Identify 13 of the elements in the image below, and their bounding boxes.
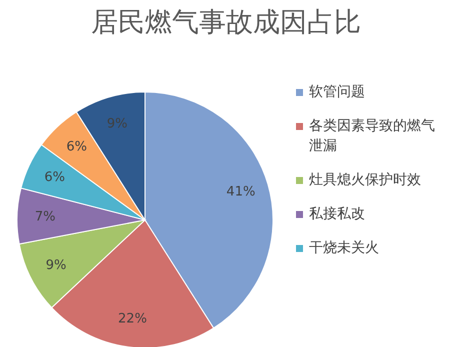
data-label: 7% [34, 209, 56, 224]
data-label: 6% [44, 170, 65, 185]
legend-label: 各类因素导致的燃气泄漏 [309, 117, 436, 156]
data-label: 22% [118, 312, 147, 327]
legend-label: 私接私改 [309, 205, 366, 224]
data-label: 6% [66, 140, 87, 155]
chart-title: 居民燃气事故成因占比 [90, 6, 362, 40]
data-label: 9% [106, 116, 128, 132]
data-label: 41% [226, 184, 256, 200]
legend-label: 软管问题 [309, 83, 366, 102]
legend-label: 灶具熄火保护时效 [309, 171, 422, 190]
legend-label: 干烧未关火 [309, 239, 380, 258]
data-label: 9% [46, 258, 66, 273]
